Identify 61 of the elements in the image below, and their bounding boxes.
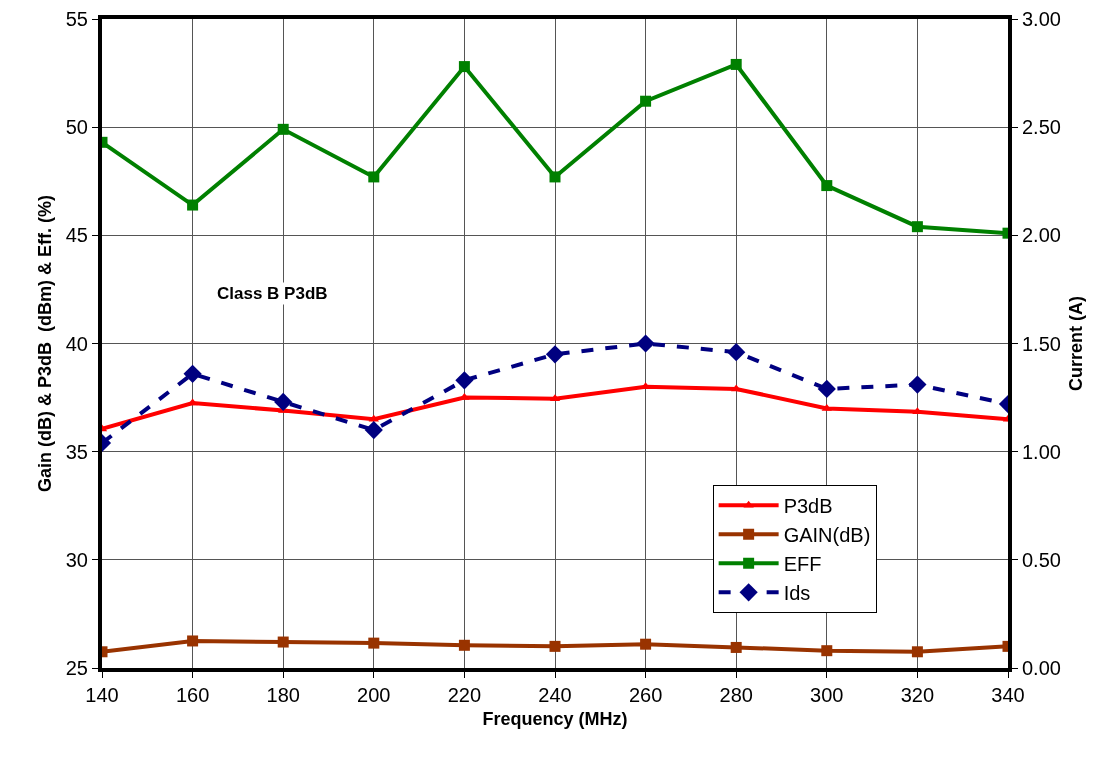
point	[277, 636, 289, 648]
x-tick-label: 220	[447, 684, 482, 706]
point	[549, 640, 561, 652]
point	[458, 639, 470, 651]
x-tick-label: 200	[357, 684, 391, 706]
y-axis-title: Gain (dB) & P3dB (dBm) & Eff. (%)	[35, 195, 56, 492]
point	[817, 379, 836, 399]
legend-label: P3dB	[783, 495, 833, 518]
point	[187, 199, 199, 211]
point	[821, 403, 832, 411]
point	[455, 371, 474, 390]
legend-label: GAIN(dB)	[783, 524, 871, 547]
point	[727, 343, 746, 362]
y-tick-label: 45	[65, 224, 88, 247]
point	[458, 61, 470, 73]
y2-axis-title: Current (A)	[1065, 296, 1086, 391]
y2-tick-label: 3.00	[1022, 8, 1061, 30]
legend-label: EFF	[783, 553, 822, 576]
point	[364, 420, 383, 440]
y-tick-label: 40	[65, 332, 88, 355]
x-tick-label: 320	[900, 684, 935, 706]
x-tick-label: 340	[991, 684, 1025, 706]
x-tick-label: 280	[719, 684, 753, 706]
point	[640, 638, 652, 650]
x-tick-label: 140	[85, 684, 119, 706]
x-tick-label: 160	[175, 684, 210, 706]
y2-tick-label: 0.50	[1022, 548, 1061, 571]
point	[636, 334, 655, 353]
point	[821, 645, 833, 657]
y-tick-label: 30	[65, 548, 88, 571]
y2-tick-label: 0.00	[1022, 657, 1061, 679]
y-tick-label: 50	[65, 116, 88, 139]
point	[730, 58, 742, 70]
point	[549, 171, 561, 183]
x-tick-label: 300	[810, 684, 844, 706]
point	[277, 123, 289, 135]
point	[911, 646, 923, 658]
point	[545, 345, 565, 364]
annotation: Class B P3dB	[217, 284, 328, 303]
y2-tick-label: 1.00	[1022, 440, 1061, 463]
y2-tick-label: 2.00	[1022, 224, 1061, 247]
point	[908, 375, 927, 394]
point	[911, 221, 923, 233]
y-tick-label: 55	[65, 8, 88, 30]
legend-label: Ids	[783, 582, 811, 605]
point	[183, 364, 202, 383]
y-tick-label: 35	[65, 440, 88, 463]
point	[368, 637, 380, 649]
x-tick-label: 260	[628, 684, 663, 706]
point	[730, 641, 742, 653]
point	[274, 392, 293, 412]
y2-tick-label: 2.50	[1022, 116, 1061, 139]
point	[640, 95, 652, 107]
y-tick-label: 25	[65, 657, 88, 679]
x-tick-label: 180	[266, 684, 300, 706]
point	[187, 635, 199, 647]
x-tick-label: 240	[538, 684, 572, 706]
point	[821, 180, 833, 192]
y2-tick-label: 1.50	[1022, 332, 1061, 355]
x-axis-title: Frequency (MHz)	[482, 708, 628, 729]
point	[368, 171, 380, 183]
